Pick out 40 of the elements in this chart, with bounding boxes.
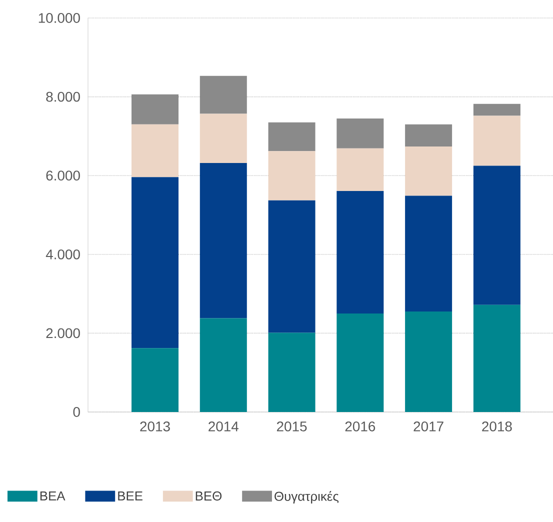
bar (336, 118, 384, 148)
bar (405, 146, 452, 196)
bar (200, 114, 247, 163)
bar (405, 312, 452, 412)
bar (405, 196, 452, 312)
bar (132, 94, 179, 124)
legend-label: Θυγατρικές (274, 491, 339, 504)
bar (268, 122, 316, 152)
bar (200, 318, 247, 412)
y-tick-label: 2.000 (46, 328, 80, 338)
x-tick-label: 2013 (140, 421, 170, 432)
legend-label: ΒΕΘ (196, 491, 222, 501)
legend-label: ΒΕΕ (118, 491, 142, 500)
bar (336, 314, 384, 412)
x-tick-label: 2018 (482, 421, 512, 432)
bar (268, 151, 316, 200)
x-tick-label: 2016 (345, 421, 376, 432)
bar (405, 124, 452, 146)
bar (473, 166, 520, 305)
bar (473, 116, 520, 166)
bar (132, 177, 179, 348)
y-tick-label: 8.000 (46, 92, 80, 102)
bar (268, 332, 316, 412)
bar (132, 124, 179, 178)
y-tick-label: 6.000 (46, 170, 80, 181)
x-tick-label: 2015 (276, 421, 307, 432)
bar (200, 162, 247, 318)
legend-label: ΒΕΑ (40, 491, 66, 500)
y-tick-label: 0 (73, 407, 80, 417)
x-tick-label: 2014 (208, 421, 238, 432)
bar (336, 190, 384, 314)
y-tick-label: 4.000 (46, 249, 80, 260)
bar (268, 200, 316, 333)
bar (473, 104, 520, 116)
y-tick-label: 10.000 (38, 13, 80, 23)
bar (336, 148, 384, 191)
x-tick-label: 2017 (414, 421, 444, 432)
bar (132, 348, 179, 412)
bar (200, 76, 247, 114)
bar (473, 304, 520, 412)
